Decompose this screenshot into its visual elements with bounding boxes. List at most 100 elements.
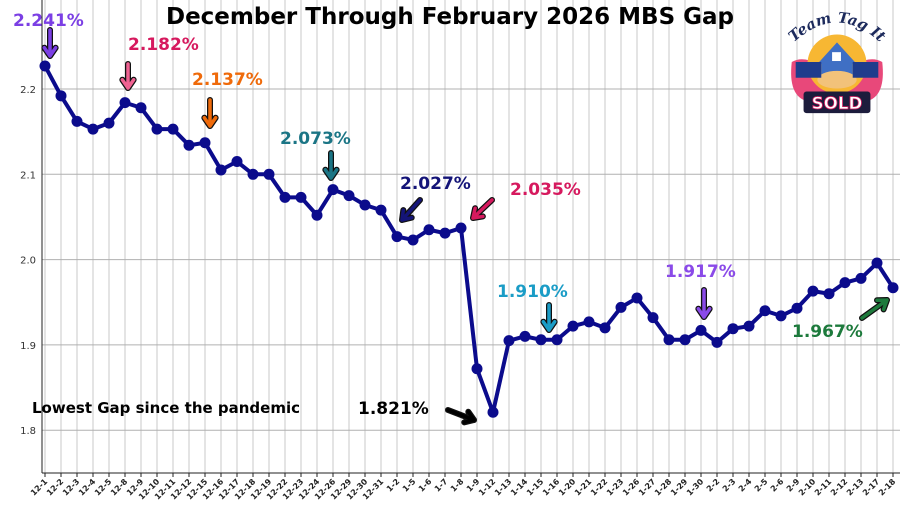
- data-point: [391, 231, 403, 243]
- data-point: [599, 322, 611, 334]
- x-tick-label: 1-5: [401, 477, 418, 494]
- arrow-icon: [471, 198, 494, 220]
- data-point: [71, 115, 83, 127]
- data-point: [487, 406, 499, 418]
- x-tick-label: 1-8: [449, 477, 466, 494]
- annotation-label: 2.241%: [13, 11, 84, 31]
- x-tick-label: 1-30: [685, 477, 706, 498]
- x-tick-label: 1-22: [589, 477, 610, 498]
- x-tick-label: 12-1: [29, 477, 50, 498]
- data-point: [855, 272, 867, 284]
- team-tag-it-logo: SOLD Team Tag It: [785, 10, 888, 114]
- x-tick-label: 12-4: [77, 477, 98, 498]
- data-point: [39, 60, 51, 72]
- arrow-icon: [446, 408, 476, 425]
- data-point: [439, 227, 451, 239]
- data-point: [583, 316, 595, 328]
- arrow-icon: [860, 298, 889, 320]
- x-tick-label: 2-6: [769, 477, 786, 494]
- data-point: [359, 199, 371, 211]
- x-tick-label: 1-28: [653, 477, 674, 498]
- data-point: [455, 222, 467, 234]
- data-point: [807, 285, 819, 297]
- data-point: [743, 320, 755, 332]
- data-point: [679, 334, 691, 346]
- series-line: [43, 65, 895, 415]
- data-point: [167, 123, 179, 135]
- x-tick-label: 2-5: [753, 477, 770, 494]
- arrow-icon: [202, 98, 218, 128]
- data-point: [759, 305, 771, 317]
- x-tick-label: 1-27: [637, 477, 658, 498]
- x-tick-label: 1-23: [605, 477, 626, 498]
- data-point: [775, 310, 787, 322]
- x-tick-label: 1-13: [493, 477, 514, 498]
- data-point: [839, 277, 851, 289]
- annotation-label: 2.035%: [510, 180, 581, 200]
- data-point: [103, 117, 115, 129]
- arrow-icon: [541, 303, 557, 332]
- data-point: [135, 102, 147, 114]
- data-point: [551, 334, 563, 346]
- data-point: [327, 184, 339, 196]
- annotation-label: 1.917%: [665, 262, 736, 282]
- data-point: [871, 257, 883, 269]
- data-point: [519, 330, 531, 342]
- arrow-icon: [400, 198, 422, 222]
- data-point: [423, 224, 435, 236]
- data-point: [407, 234, 419, 246]
- annotation-label: 1.967%: [792, 322, 863, 342]
- annotation-label: 2.073%: [280, 129, 351, 149]
- data-point: [663, 334, 675, 346]
- data-point: [727, 323, 739, 335]
- x-tick-label: 1-7: [433, 477, 450, 494]
- data-point: [471, 363, 483, 375]
- y-tick-label: 1.9: [20, 341, 36, 352]
- data-point: [631, 292, 643, 304]
- annotation-label: 2.182%: [128, 35, 199, 55]
- arrow-icon: [323, 151, 339, 180]
- x-tick-label: 12-8: [109, 477, 130, 498]
- x-tick-label: 1-14: [509, 477, 530, 498]
- data-point: [823, 288, 835, 300]
- data-point: [295, 191, 307, 203]
- y-tick-label: 1.8: [20, 426, 36, 437]
- data-point: [263, 168, 275, 180]
- data-point: [343, 190, 355, 202]
- data-point: [791, 302, 803, 314]
- x-tick-label: 1-15: [525, 477, 546, 498]
- data-point: [231, 156, 243, 168]
- x-tick-label: 1-12: [477, 477, 498, 498]
- x-tick-label: 1-6: [417, 477, 434, 494]
- data-point: [151, 123, 163, 135]
- x-tick-label: 2-18: [877, 477, 898, 498]
- x-tick-label: 1-20: [557, 477, 578, 498]
- data-point: [535, 334, 547, 346]
- annotation-label: 2.137%: [192, 70, 263, 90]
- data-point: [567, 320, 579, 332]
- data-point: [55, 90, 67, 102]
- x-tick-label: 2-4: [737, 477, 754, 494]
- logo-sold-text: SOLD: [812, 93, 863, 113]
- x-tick-label: 12-5: [93, 477, 114, 498]
- annotation-label: 2.027%: [400, 174, 471, 194]
- x-tick-label: 2-12: [829, 477, 850, 498]
- data-point: [183, 139, 195, 151]
- data-point: [375, 204, 387, 216]
- x-tick-label: 2-13: [845, 477, 866, 498]
- x-tick-label: 2-3: [721, 477, 738, 494]
- x-tick-label: 2-10: [797, 477, 818, 498]
- data-point: [87, 123, 99, 135]
- data-point: [887, 282, 899, 294]
- arrow-icon: [42, 28, 58, 58]
- data-point: [615, 301, 627, 313]
- y-tick-label: 2.1: [20, 170, 36, 181]
- data-point: [503, 335, 515, 347]
- data-point: [711, 336, 723, 348]
- x-tick-label: 2-11: [813, 477, 834, 498]
- data-point: [311, 209, 323, 221]
- data-point: [119, 97, 131, 109]
- annotation-label: 1.910%: [497, 282, 568, 302]
- annotation-label: 1.821%: [358, 399, 429, 419]
